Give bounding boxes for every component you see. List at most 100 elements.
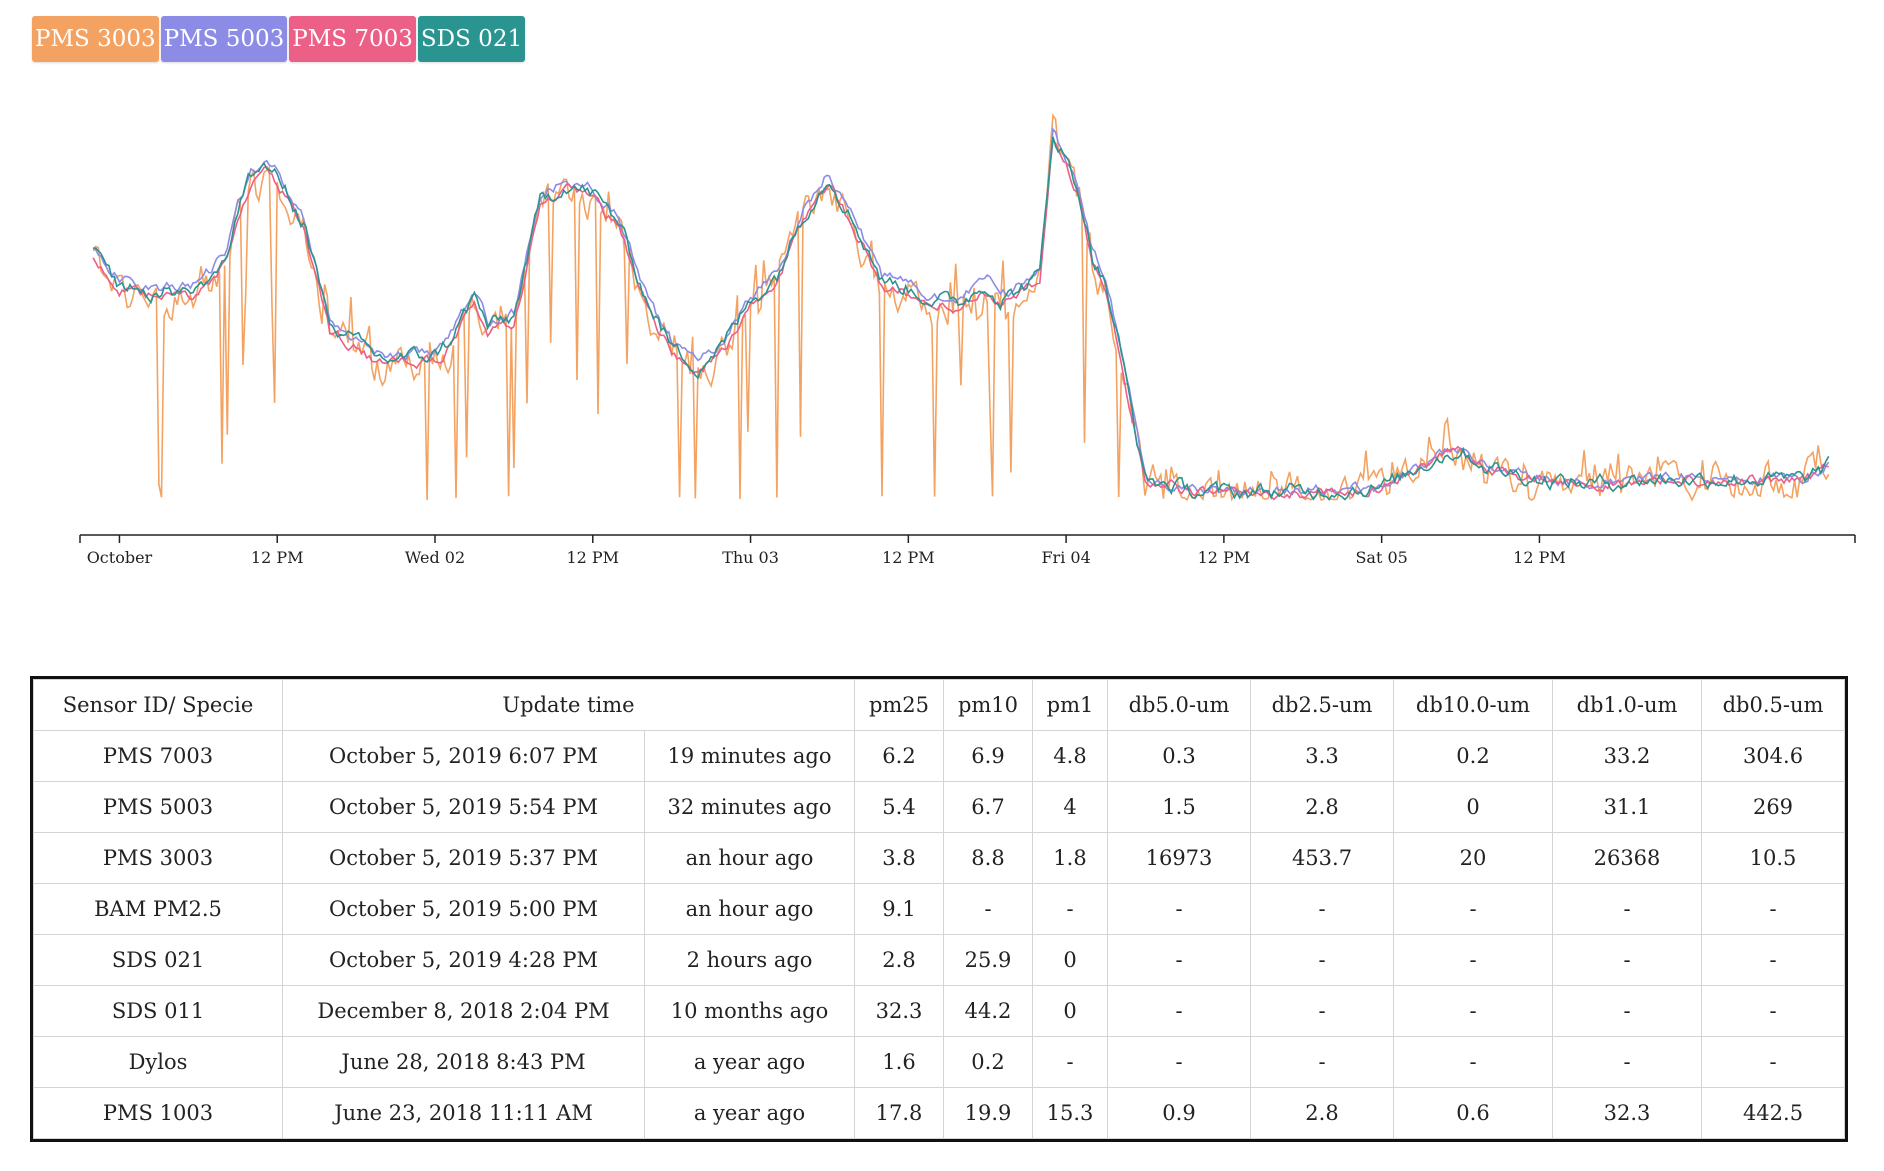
cell-db0-5: - (1701, 883, 1845, 935)
header-db2-5: db2.5-um (1250, 679, 1394, 731)
x-tick-label: Fri 04 (1041, 548, 1090, 567)
cell-sensor-id: PMS 1003 (33, 1087, 283, 1139)
cell-db5: 1.5 (1107, 781, 1251, 833)
table-body: PMS 7003 October 5, 2019 6:07 PM 19 minute… (33, 730, 1845, 1139)
cell-db1: - (1552, 883, 1702, 935)
cell-pm25: 17.8 (854, 1087, 944, 1139)
cell-pm25: 3.8 (854, 832, 944, 884)
cell-db2-5: - (1250, 1036, 1394, 1088)
cell-db10: - (1393, 985, 1553, 1037)
cell-db0-5: - (1701, 985, 1845, 1037)
x-tick-label: October (87, 548, 153, 567)
cell-db0-5: 10.5 (1701, 832, 1845, 884)
cell-db5: - (1107, 985, 1251, 1037)
cell-pm10: 8.8 (943, 832, 1033, 884)
table-row: SDS 021 October 5, 2019 4:28 PM 2 hours ag… (33, 934, 1845, 986)
x-tick-label: 12 PM (251, 548, 304, 567)
cell-update-date: June 28, 2018 8:43 PM (281, 1036, 646, 1088)
table-header-row: Sensor ID/ Specie Update time pm25 pm10 … (33, 679, 1845, 731)
cell-pm25: 1.6 (854, 1036, 944, 1088)
table-row: PMS 5003 October 5, 2019 5:54 PM 32 minute… (33, 781, 1845, 833)
cell-db0-5: 269 (1701, 781, 1845, 833)
cell-db2-5: 2.8 (1250, 781, 1394, 833)
cell-sensor-id: SDS 011 (33, 985, 283, 1037)
cell-update-relative: 19 minutes ago (644, 730, 855, 782)
header-db1: db1.0-um (1552, 679, 1702, 731)
cell-db1: 31.1 (1552, 781, 1702, 833)
cell-pm10: 0.2 (943, 1036, 1033, 1088)
header-pm10: pm10 (943, 679, 1033, 731)
cell-pm10: 6.7 (943, 781, 1033, 833)
cell-update-relative: an hour ago (644, 832, 855, 884)
cell-db1: 32.3 (1552, 1087, 1702, 1139)
cell-db2-5: - (1250, 985, 1394, 1037)
legend-item-pms-7003[interactable]: PMS 7003 (289, 16, 416, 62)
header-pm25: pm25 (854, 679, 944, 731)
cell-db0-5: 442.5 (1701, 1087, 1845, 1139)
cell-db0-5: 304.6 (1701, 730, 1845, 782)
sensor-table-container: Sensor ID/ Specie Update time pm25 pm10 … (30, 676, 1848, 1142)
legend-item-pms-5003[interactable]: PMS 5003 (160, 16, 288, 62)
cell-sensor-id: Dylos (33, 1036, 283, 1088)
cell-db0-5: - (1701, 1036, 1845, 1088)
cell-pm10: - (943, 883, 1033, 935)
x-tick-label: 12 PM (1198, 548, 1251, 567)
cell-db1: 26368 (1552, 832, 1702, 884)
cell-db5: 16973 (1107, 832, 1251, 884)
cell-db2-5: - (1250, 934, 1394, 986)
cell-db1: - (1552, 985, 1702, 1037)
cell-db10: - (1393, 934, 1553, 986)
cell-db2-5: 3.3 (1250, 730, 1394, 782)
cell-sensor-id: PMS 7003 (33, 730, 283, 782)
table-row: PMS 1003 June 23, 2018 11:11 AM a year ago… (33, 1087, 1845, 1139)
header-pm1: pm1 (1032, 679, 1108, 731)
cell-update-relative: a year ago (644, 1036, 855, 1088)
x-tick-label: Sat 05 (1355, 548, 1407, 567)
cell-db2-5: - (1250, 883, 1394, 935)
cell-pm1: 0 (1032, 934, 1108, 986)
cell-update-date: October 5, 2019 6:07 PM (281, 730, 646, 782)
cell-update-relative: 10 months ago (644, 985, 855, 1037)
cell-pm25: 6.2 (854, 730, 944, 782)
cell-update-date: December 8, 2018 2:04 PM (281, 985, 646, 1037)
legend-item-pms-3003[interactable]: PMS 3003 (32, 16, 159, 62)
header-db5: db5.0-um (1107, 679, 1251, 731)
cell-pm1: - (1032, 883, 1108, 935)
cell-pm25: 5.4 (854, 781, 944, 833)
cell-pm25: 9.1 (854, 883, 944, 935)
chart-legend: PMS 3003 PMS 5003 PMS 7003 SDS 021 (32, 16, 526, 62)
cell-db10: 0.6 (1393, 1087, 1553, 1139)
cell-db10: 0.2 (1393, 730, 1553, 782)
cell-update-date: October 5, 2019 4:28 PM (281, 934, 646, 986)
time-series-chart: October 12 PM Wed 02 12 PM Thu 03 12 PM Fri 04… (79, 113, 1856, 567)
cell-pm1: 4.8 (1032, 730, 1108, 782)
legend-item-sds-021[interactable]: SDS 021 (417, 16, 526, 62)
series-line-pms-3003 (92, 113, 1830, 502)
cell-db10: - (1393, 1036, 1553, 1088)
cell-pm1: - (1032, 1036, 1108, 1088)
x-tick-label: Thu 03 (722, 548, 779, 567)
cell-db10: 20 (1393, 832, 1553, 884)
cell-db0-5: - (1701, 934, 1845, 986)
cell-update-date: October 5, 2019 5:54 PM (281, 781, 646, 833)
table-row: BAM PM2.5 October 5, 2019 5:00 PM an hour … (33, 883, 1845, 935)
cell-pm25: 2.8 (854, 934, 944, 986)
x-tick-label: 12 PM (566, 548, 619, 567)
cell-update-relative: an hour ago (644, 883, 855, 935)
cell-update-relative: a year ago (644, 1087, 855, 1139)
cell-db1: 33.2 (1552, 730, 1702, 782)
header-sensor-id: Sensor ID/ Specie (33, 679, 283, 731)
cell-update-relative: 2 hours ago (644, 934, 855, 986)
cell-pm1: 15.3 (1032, 1087, 1108, 1139)
cell-update-date: October 5, 2019 5:37 PM (281, 832, 646, 884)
cell-pm10: 25.9 (943, 934, 1033, 986)
cell-sensor-id: SDS 021 (33, 934, 283, 986)
cell-db5: 0.9 (1107, 1087, 1251, 1139)
cell-pm1: 1.8 (1032, 832, 1108, 884)
cell-db5: - (1107, 934, 1251, 986)
x-axis: October 12 PM Wed 02 12 PM Thu 03 12 PM Fri 04… (79, 534, 1856, 567)
cell-sensor-id: BAM PM2.5 (33, 883, 283, 935)
table-row: SDS 011 December 8, 2018 2:04 PM 10 months… (33, 985, 1845, 1037)
cell-pm10: 6.9 (943, 730, 1033, 782)
x-tick-label: 12 PM (882, 548, 935, 567)
